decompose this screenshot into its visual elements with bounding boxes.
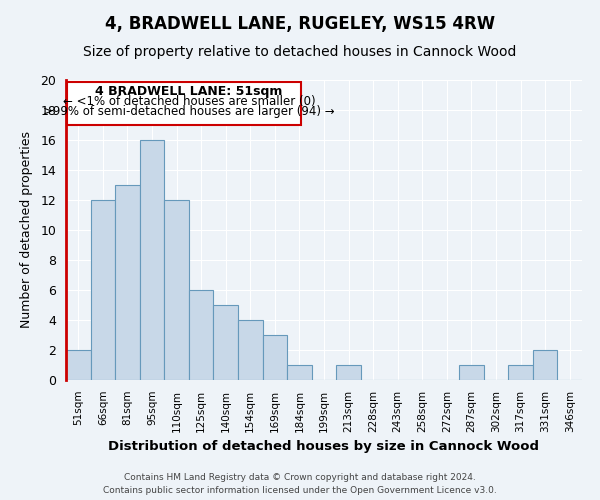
Bar: [115, 185, 140, 380]
Bar: [164, 200, 189, 380]
Bar: [91, 200, 115, 380]
Bar: [214, 305, 238, 380]
Text: Contains public sector information licensed under the Open Government Licence v3: Contains public sector information licen…: [103, 486, 497, 495]
Text: Contains HM Land Registry data © Crown copyright and database right 2024.: Contains HM Land Registry data © Crown c…: [124, 474, 476, 482]
X-axis label: Distribution of detached houses by size in Cannock Wood: Distribution of detached houses by size …: [109, 440, 539, 453]
Bar: [459, 365, 484, 380]
Y-axis label: Number of detached properties: Number of detached properties: [20, 132, 34, 328]
Bar: [66, 350, 91, 380]
Text: Size of property relative to detached houses in Cannock Wood: Size of property relative to detached ho…: [83, 45, 517, 59]
Bar: [508, 365, 533, 380]
Bar: [238, 320, 263, 380]
Text: >99% of semi-detached houses are larger (94) →: >99% of semi-detached houses are larger …: [43, 106, 335, 118]
Bar: [189, 290, 214, 380]
Text: ← <1% of detached houses are smaller (0): ← <1% of detached houses are smaller (0): [62, 95, 315, 108]
Text: 4, BRADWELL LANE, RUGELEY, WS15 4RW: 4, BRADWELL LANE, RUGELEY, WS15 4RW: [105, 15, 495, 33]
Bar: [533, 350, 557, 380]
Bar: [287, 365, 312, 380]
Bar: [263, 335, 287, 380]
FancyBboxPatch shape: [67, 82, 301, 125]
Bar: [140, 140, 164, 380]
Text: 4 BRADWELL LANE: 51sqm: 4 BRADWELL LANE: 51sqm: [95, 85, 283, 98]
Bar: [336, 365, 361, 380]
